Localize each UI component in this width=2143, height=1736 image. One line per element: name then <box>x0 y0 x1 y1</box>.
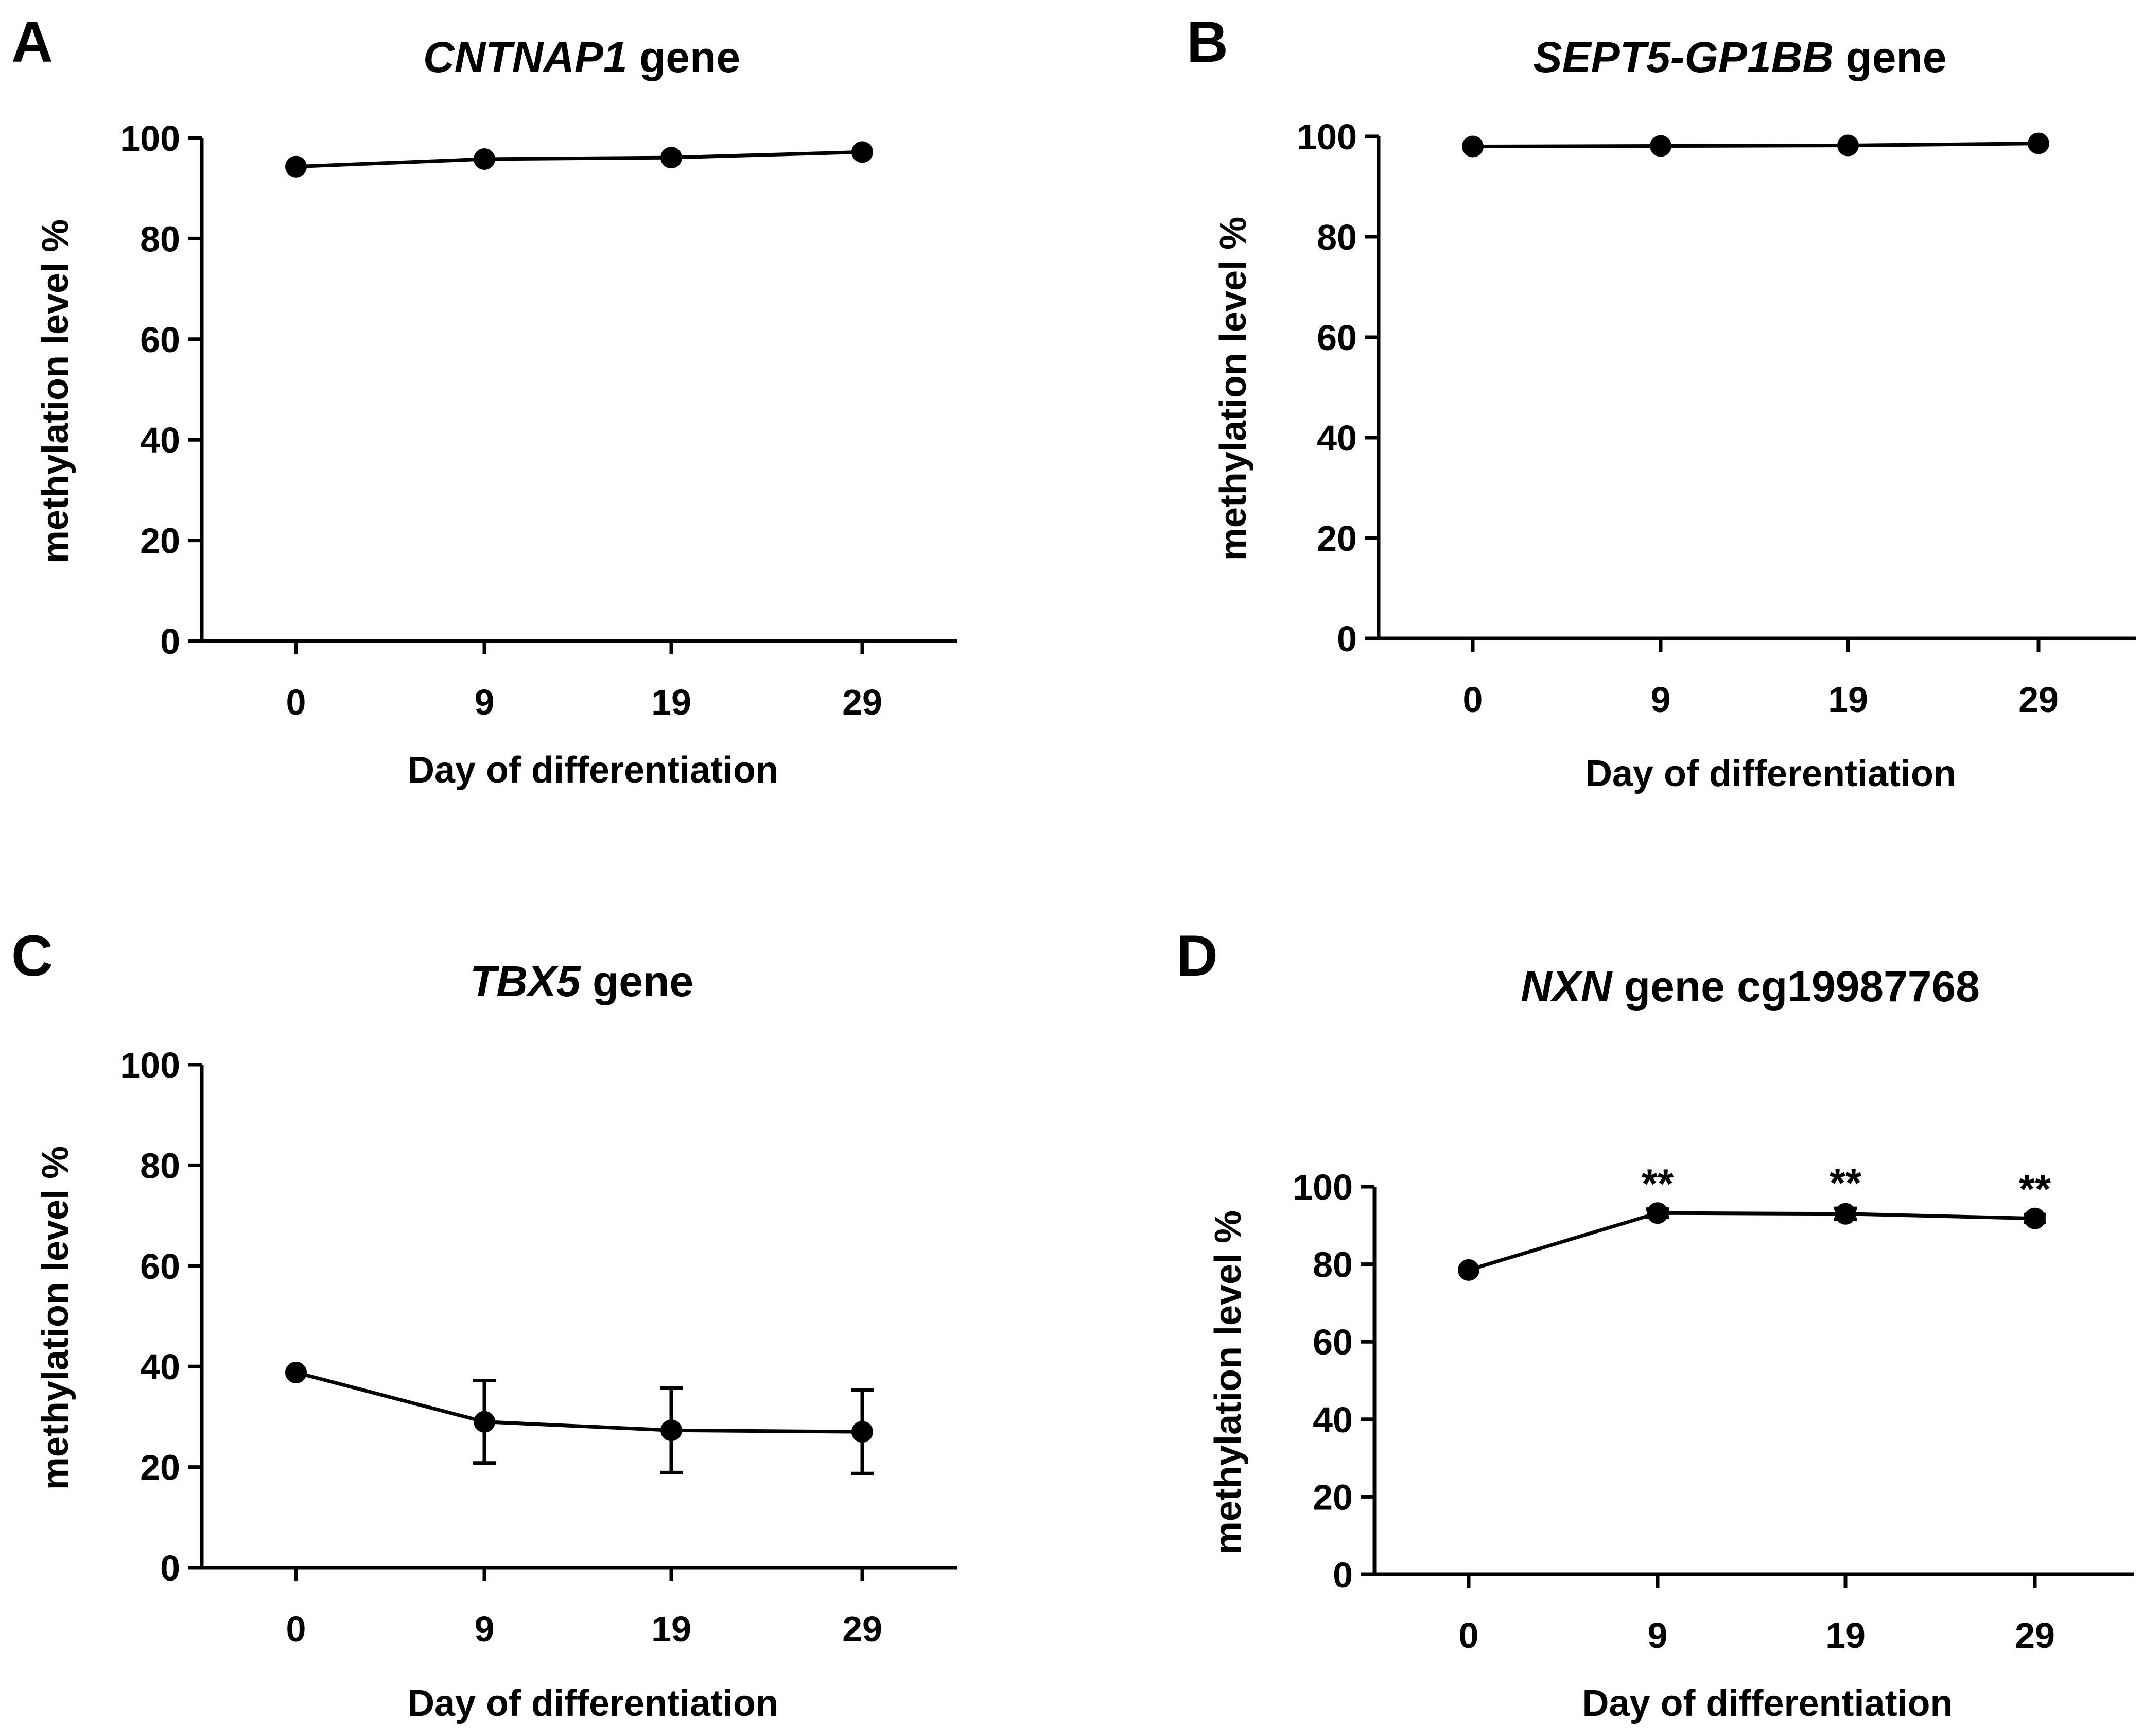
data-point <box>2024 1207 2046 1229</box>
chart-title: SEPT5-GP1BB gene <box>1534 33 1947 81</box>
data-point <box>1650 135 1671 157</box>
significance-label: ** <box>1830 1160 1862 1206</box>
y-tick-label: 80 <box>1313 1245 1353 1285</box>
x-tick-label: 0 <box>286 682 306 722</box>
data-point <box>660 147 682 169</box>
y-tick-label: 20 <box>140 1448 180 1488</box>
y-tick-label: 60 <box>1313 1322 1353 1362</box>
panel-d: D NXN gene cg19987768 0 20 40 60 80 100 0 9 19 29 Da… <box>1176 924 2134 1724</box>
x-tick-label: 19 <box>651 682 691 722</box>
y-tick-label: 60 <box>140 1246 180 1287</box>
panel-b: B SEPT5-GP1BB gene 0 20 40 60 80 100 0 9 19 29 Day o… <box>1187 10 2136 794</box>
y-tick-label: 40 <box>1313 1400 1353 1440</box>
chart-title-gene: TBX5 <box>470 957 581 1005</box>
x-tick-label: 29 <box>842 682 882 722</box>
chart-title-suffix: gene <box>628 33 740 81</box>
x-axis-title: Day of differentiation <box>1586 753 1956 794</box>
data-point <box>1462 135 1484 158</box>
y-tick-label: 20 <box>1317 518 1357 559</box>
significance-label: ** <box>2019 1166 2051 1212</box>
y-tick-label: 100 <box>120 1045 180 1085</box>
y-tick-label: 60 <box>140 320 180 360</box>
x-tick-label: 19 <box>1828 680 1868 720</box>
y-tick-label: 80 <box>1317 217 1357 257</box>
y-tick-label: 0 <box>160 1548 180 1588</box>
chart-title-gene: SEPT5-GP1BB <box>1534 33 1834 81</box>
chart-title-suffix: gene cg19987768 <box>1612 962 1980 1011</box>
y-tick-label: 100 <box>120 118 180 159</box>
data-point <box>851 141 873 163</box>
y-tick-label: 60 <box>1317 318 1357 358</box>
data-point <box>1837 134 1859 157</box>
x-tick-label: 19 <box>651 1609 691 1649</box>
x-tick-label: 0 <box>286 1609 306 1649</box>
series-line <box>1468 1211 2035 1272</box>
y-axis-title: methylation level % <box>35 219 76 563</box>
x-tick-label: 29 <box>842 1609 882 1649</box>
y-tick-label: 40 <box>140 1347 180 1387</box>
panel-letter: D <box>1176 924 1218 988</box>
chart-title: CNTNAP1 gene <box>423 33 740 81</box>
panel-a: A CNTNAP1 gene 0 20 40 60 80 100 0 9 19 29 Day of di… <box>11 10 957 791</box>
x-tick-label: 9 <box>475 1609 495 1649</box>
x-axis-title: Day of differentiation <box>408 750 778 791</box>
data-point <box>1458 1259 1479 1281</box>
series-line <box>295 150 863 169</box>
x-tick-label: 9 <box>1651 680 1671 720</box>
series-line <box>295 1370 863 1434</box>
y-tick-label: 40 <box>140 420 180 460</box>
data-point <box>1835 1203 1856 1225</box>
panel-letter: C <box>11 924 53 988</box>
data-point <box>1647 1202 1668 1224</box>
data-point <box>660 1419 682 1442</box>
chart-title: NXN gene cg19987768 <box>1521 962 1980 1011</box>
y-tick-label: 100 <box>1293 1167 1353 1207</box>
chart-title-suffix: gene <box>581 957 693 1005</box>
chart-title: TBX5 gene <box>470 957 693 1005</box>
x-axis-title: Day of differentiation <box>1582 1683 1953 1724</box>
data-point <box>2028 132 2049 154</box>
chart-title-suffix: gene <box>1834 33 1946 81</box>
y-tick-label: 40 <box>1317 418 1357 458</box>
chart-title-gene: CNTNAP1 <box>423 33 628 81</box>
x-tick-label: 29 <box>2015 1616 2055 1656</box>
x-tick-label: 29 <box>2018 680 2059 720</box>
y-tick-label: 100 <box>1297 117 1357 157</box>
y-tick-label: 80 <box>140 1145 180 1186</box>
data-point <box>285 1361 307 1383</box>
x-tick-label: 0 <box>1459 1616 1479 1656</box>
x-tick-label: 9 <box>475 682 495 722</box>
x-tick-label: 19 <box>1825 1616 1866 1656</box>
data-point <box>285 155 307 178</box>
y-axis-title: methylation level % <box>1208 1210 1249 1554</box>
y-tick-label: 20 <box>1313 1477 1353 1517</box>
y-tick-label: 20 <box>140 521 180 561</box>
x-tick-label: 9 <box>1648 1616 1668 1656</box>
data-point <box>474 1411 495 1433</box>
y-tick-label: 0 <box>160 621 180 662</box>
chart-title-gene: NXN <box>1521 962 1613 1011</box>
y-tick-label: 80 <box>140 219 180 259</box>
panel-letter: B <box>1187 10 1228 74</box>
significance-label: ** <box>1642 1161 1674 1207</box>
y-tick-label: 0 <box>1333 1555 1353 1595</box>
x-tick-label: 0 <box>1463 680 1483 720</box>
y-axis-title: methylation level % <box>35 1146 76 1490</box>
panel-letter: A <box>11 10 53 74</box>
series-line <box>1472 142 2039 148</box>
y-tick-label: 0 <box>1337 619 1357 659</box>
x-axis-title: Day of differentiation <box>408 1683 778 1724</box>
data-point <box>851 1421 873 1443</box>
y-axis-title: methylation level % <box>1213 217 1254 561</box>
panel-c: C TBX5 gene 0 20 40 60 80 100 0 9 19 29 Day of diffe… <box>11 924 957 1724</box>
data-point <box>474 148 495 170</box>
